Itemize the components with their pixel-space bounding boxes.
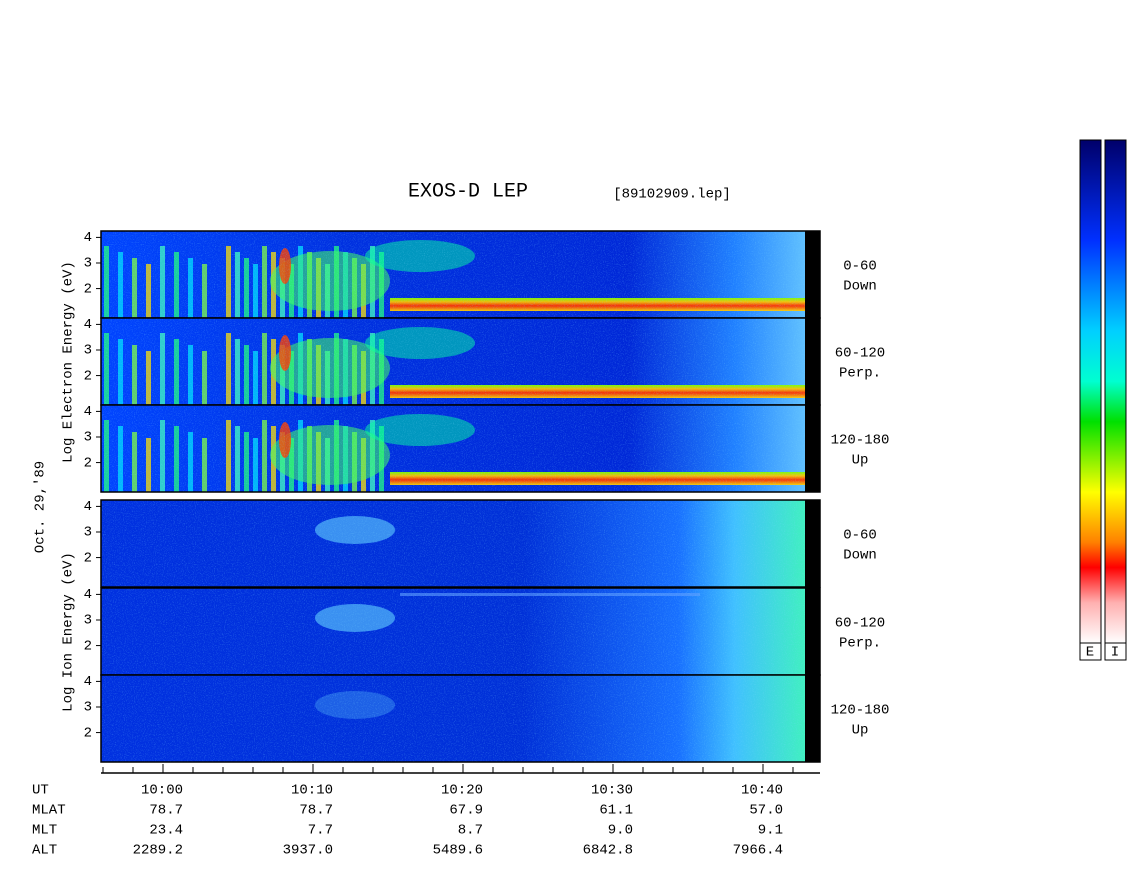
ephemeris-label: ALT: [32, 843, 57, 859]
panel-range: 60-120: [835, 346, 885, 362]
spectrograms: [100, 230, 821, 763]
noise: [101, 675, 805, 762]
time-label: 10:10: [291, 783, 333, 799]
ephemeris-value: 2289.2: [133, 843, 183, 859]
data-gap: [805, 675, 820, 762]
panel-range: 120-180: [831, 433, 890, 449]
y-tick-label: 2: [84, 455, 92, 471]
ephemeris-value: 3937.0: [283, 843, 333, 859]
panel-frame: [100, 499, 821, 588]
y-tick-label: 3: [84, 700, 92, 716]
noise: [101, 231, 805, 318]
noise: [101, 500, 805, 587]
colorbar-box: [1104, 642, 1127, 661]
time-label: 10:00: [141, 783, 183, 799]
ephemeris-value: 6842.8: [583, 843, 633, 859]
y-tick-label: 2: [84, 638, 92, 654]
y-tick-label: 2: [84, 725, 92, 741]
ephemeris-value: 9.0: [608, 823, 633, 839]
ephemeris-value: 7.7: [308, 823, 333, 839]
colorbar: [1079, 139, 1102, 644]
noise: [101, 318, 805, 405]
data-gap: [805, 318, 820, 405]
ephemeris-value: 23.4: [149, 823, 183, 839]
y-tick-label: 4: [84, 499, 92, 515]
y-tick-label: 2: [84, 550, 92, 566]
date-label: Oct. 29,'89: [33, 461, 49, 553]
colorbar-label: E: [1086, 645, 1094, 661]
ephemeris-value: 8.7: [458, 823, 483, 839]
data-gap: [805, 588, 820, 675]
y-tick-label: 2: [84, 368, 92, 384]
ephemeris-value: 78.7: [299, 803, 333, 819]
y-tick-label: 2: [84, 281, 92, 297]
colorbars: E I: [1079, 139, 1127, 661]
noise: [101, 588, 805, 675]
y-tick-label: 4: [84, 230, 92, 246]
panel-direction: Down: [843, 548, 877, 564]
ephemeris-value: 5489.6: [433, 843, 483, 859]
colorbar: [1104, 139, 1127, 644]
y-tick-label: 3: [84, 256, 92, 272]
y-tick-label: 4: [84, 587, 92, 603]
time-label: 10:20: [441, 783, 483, 799]
y-axis-label: Log Electron Energy (eV): [61, 261, 77, 463]
panel-direction: Down: [843, 279, 877, 295]
colorbar-box: [1079, 642, 1102, 661]
ephemeris-value: 67.9: [449, 803, 483, 819]
y-tick-label: 3: [84, 430, 92, 446]
panel-direction: Up: [852, 723, 869, 739]
y-tick-label: 3: [84, 613, 92, 629]
y-tick-label: 4: [84, 317, 92, 333]
data-gap: [805, 231, 820, 318]
ephemeris-value: 78.7: [149, 803, 183, 819]
file-name: [89102909.lep]: [613, 187, 731, 203]
ephemeris-label: MLT: [32, 823, 57, 839]
ephemeris-label: UT: [32, 783, 49, 799]
data-gap: [805, 405, 820, 492]
y-tick-label: 3: [84, 525, 92, 541]
data-gap: [805, 500, 820, 587]
y-tick-label: 4: [84, 404, 92, 420]
ephemeris-value: 57.0: [749, 803, 783, 819]
ephemeris-label: MLAT: [32, 803, 66, 819]
panel-direction: Perp.: [839, 636, 881, 652]
panel-range: 0-60: [843, 259, 877, 275]
noise: [101, 405, 805, 492]
y-tick-label: 3: [84, 343, 92, 359]
panel-range: 0-60: [843, 528, 877, 544]
panel-frame: [100, 674, 821, 763]
ephemeris-value: 7966.4: [733, 843, 783, 859]
time-label: 10:30: [591, 783, 633, 799]
panel-direction: Perp.: [839, 366, 881, 382]
title: EXOS-D LEP: [408, 180, 528, 203]
panel-range: 120-180: [831, 703, 890, 719]
ephemeris-value: 9.1: [758, 823, 783, 839]
panel-direction: Up: [852, 453, 869, 469]
y-axis-label: Log Ion Energy (eV): [61, 552, 77, 712]
panel-frame: [100, 404, 821, 493]
time-label: 10:40: [741, 783, 783, 799]
ephemeris-value: 61.1: [599, 803, 633, 819]
colorbar-label: I: [1111, 645, 1119, 661]
panel-range: 60-120: [835, 616, 885, 632]
y-tick-label: 4: [84, 674, 92, 690]
